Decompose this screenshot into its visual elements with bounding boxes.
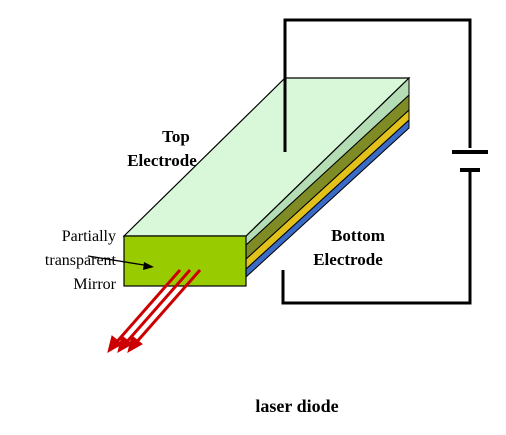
laser-beam-3-arrowhead bbox=[127, 335, 143, 354]
bottom-electrode-label-line2: Electrode bbox=[313, 250, 383, 269]
bottom-electrode-label-line1: Bottom bbox=[331, 226, 385, 245]
circuit-wire-bottom bbox=[281, 172, 472, 305]
mirror-pointer-line bbox=[87, 255, 151, 267]
top-electrode-label-line1: Top bbox=[162, 127, 190, 146]
laser-beams bbox=[107, 269, 202, 354]
laser-beam-3 bbox=[132, 269, 202, 346]
mirror-label-line1: Partially bbox=[62, 228, 116, 245]
laser-beam-2-arrowhead bbox=[117, 335, 133, 354]
top-electrode-label-line2: Electrode bbox=[127, 151, 197, 170]
mirror-pointer-arrowhead bbox=[143, 262, 154, 270]
diagram-caption: laser diode bbox=[255, 396, 338, 416]
mirror-label-line2: transparent bbox=[45, 252, 117, 269]
laser-beam-1 bbox=[112, 269, 182, 346]
laser-beam-2 bbox=[122, 269, 192, 346]
laser-beam-1-arrowhead bbox=[107, 335, 123, 354]
mirror-label-line3: Mirror bbox=[73, 276, 116, 293]
front-mirror-face bbox=[123, 235, 247, 287]
